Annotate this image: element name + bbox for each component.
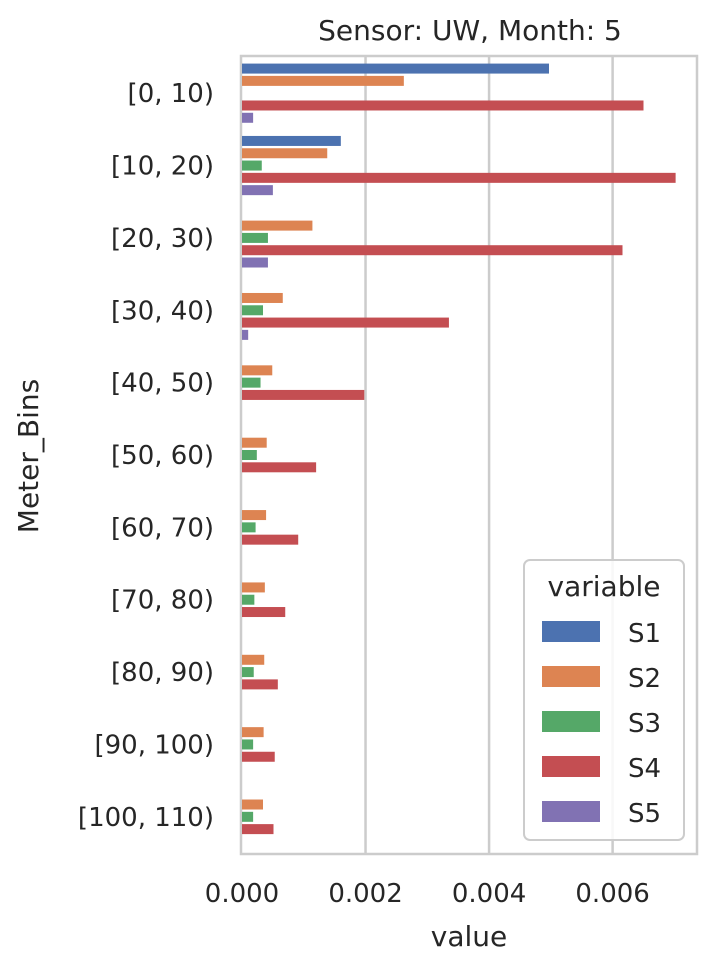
y-tick-label: [10, 20) bbox=[111, 152, 214, 182]
x-axis-label: value bbox=[431, 920, 507, 953]
x-tick-label: 0.000 bbox=[205, 879, 279, 909]
bar-s3 bbox=[242, 522, 256, 533]
plot-frame bbox=[239, 54, 699, 856]
bar-s2 bbox=[242, 799, 264, 810]
bar-s4 bbox=[242, 100, 644, 111]
bar-s2 bbox=[242, 510, 267, 521]
y-tick-label: [50, 60) bbox=[111, 441, 214, 471]
legend-title: variable bbox=[548, 570, 661, 603]
legend: variable S1 S2 S3 S4 S5 bbox=[523, 559, 685, 841]
bar-s4 bbox=[242, 389, 365, 400]
bar-s2 bbox=[242, 437, 267, 448]
bar-s3 bbox=[242, 160, 262, 171]
legend-items: S1 S2 S3 S4 S5 bbox=[542, 619, 661, 829]
y-tick-label: [90, 100) bbox=[94, 730, 214, 760]
bar-s2 bbox=[242, 148, 328, 159]
bar-s2 bbox=[242, 582, 265, 593]
bar-s4 bbox=[242, 317, 449, 328]
bar-s4 bbox=[242, 245, 623, 256]
bar-s3 bbox=[242, 594, 255, 605]
y-axis-label: Meter_Bins bbox=[12, 379, 45, 533]
bar-s2 bbox=[242, 292, 283, 303]
bar-s3 bbox=[242, 305, 264, 316]
bar-s4 bbox=[242, 751, 275, 762]
legend-label-s5: S5 bbox=[628, 799, 661, 829]
bar-s5 bbox=[242, 257, 268, 268]
y-tick-labels: [0, 10) [10, 20) [20, 30) [30, 40) [40, 50) [… bbox=[78, 79, 214, 833]
bar-s5 bbox=[242, 329, 249, 340]
y-tick-label: [40, 50) bbox=[111, 369, 214, 399]
legend-swatch-s5 bbox=[542, 801, 600, 822]
bar-s3 bbox=[242, 667, 254, 678]
legend-swatch-s4 bbox=[542, 756, 600, 777]
bars bbox=[242, 63, 676, 835]
y-tick-label: [60, 70) bbox=[111, 513, 214, 543]
legend-swatch-s1 bbox=[542, 621, 600, 642]
y-tick-label: [100, 110) bbox=[78, 803, 214, 833]
bar-s4 bbox=[242, 679, 278, 690]
bar-s3 bbox=[242, 377, 261, 388]
bar-s4 bbox=[242, 172, 676, 183]
legend-swatch-s3 bbox=[542, 711, 600, 732]
y-tick-label: [70, 80) bbox=[111, 586, 214, 616]
bar-s3 bbox=[242, 811, 254, 822]
y-tick-label: [80, 90) bbox=[111, 658, 214, 688]
legend-label-s3: S3 bbox=[628, 709, 661, 739]
bar-s4 bbox=[242, 534, 299, 545]
legend-label-s1: S1 bbox=[628, 619, 661, 649]
y-tick-label: [0, 10) bbox=[128, 79, 214, 109]
bar-s3 bbox=[242, 739, 254, 750]
chart-title: Sensor: UW, Month: 5 bbox=[318, 14, 622, 47]
bar-s4 bbox=[242, 824, 274, 835]
x-tick-label: 0.002 bbox=[328, 879, 402, 909]
x-tick-label: 0.004 bbox=[452, 879, 526, 909]
x-tick-label: 0.006 bbox=[575, 879, 649, 909]
bar-s2 bbox=[242, 220, 313, 231]
bar-s5 bbox=[242, 112, 254, 123]
bar-s2 bbox=[242, 654, 265, 665]
bar-s2 bbox=[242, 365, 273, 376]
y-tick-label: [30, 40) bbox=[111, 296, 214, 326]
bar-s1 bbox=[242, 135, 341, 146]
bar-s4 bbox=[242, 462, 317, 473]
bar-s2 bbox=[242, 75, 404, 86]
legend-label-s2: S2 bbox=[628, 664, 661, 694]
bar-s1 bbox=[242, 63, 549, 74]
x-tick-labels: 0.000 0.002 0.004 0.006 bbox=[205, 879, 650, 909]
bar-s4 bbox=[242, 607, 286, 618]
bar-s3 bbox=[242, 450, 257, 460]
legend-label-s4: S4 bbox=[628, 754, 661, 784]
bar-s5 bbox=[242, 185, 273, 196]
bar-s3 bbox=[242, 232, 268, 243]
legend-swatch-s2 bbox=[542, 666, 600, 687]
y-tick-label: [20, 30) bbox=[111, 224, 214, 254]
bar-s2 bbox=[242, 727, 264, 738]
